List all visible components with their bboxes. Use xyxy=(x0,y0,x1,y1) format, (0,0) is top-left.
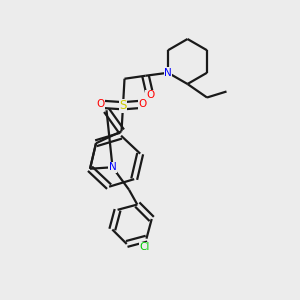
Text: N: N xyxy=(109,162,116,172)
Text: Cl: Cl xyxy=(140,242,150,252)
Text: S: S xyxy=(119,99,127,112)
Text: N: N xyxy=(164,68,172,78)
Text: O: O xyxy=(96,99,105,109)
Text: O: O xyxy=(138,99,147,109)
Text: O: O xyxy=(146,90,154,100)
